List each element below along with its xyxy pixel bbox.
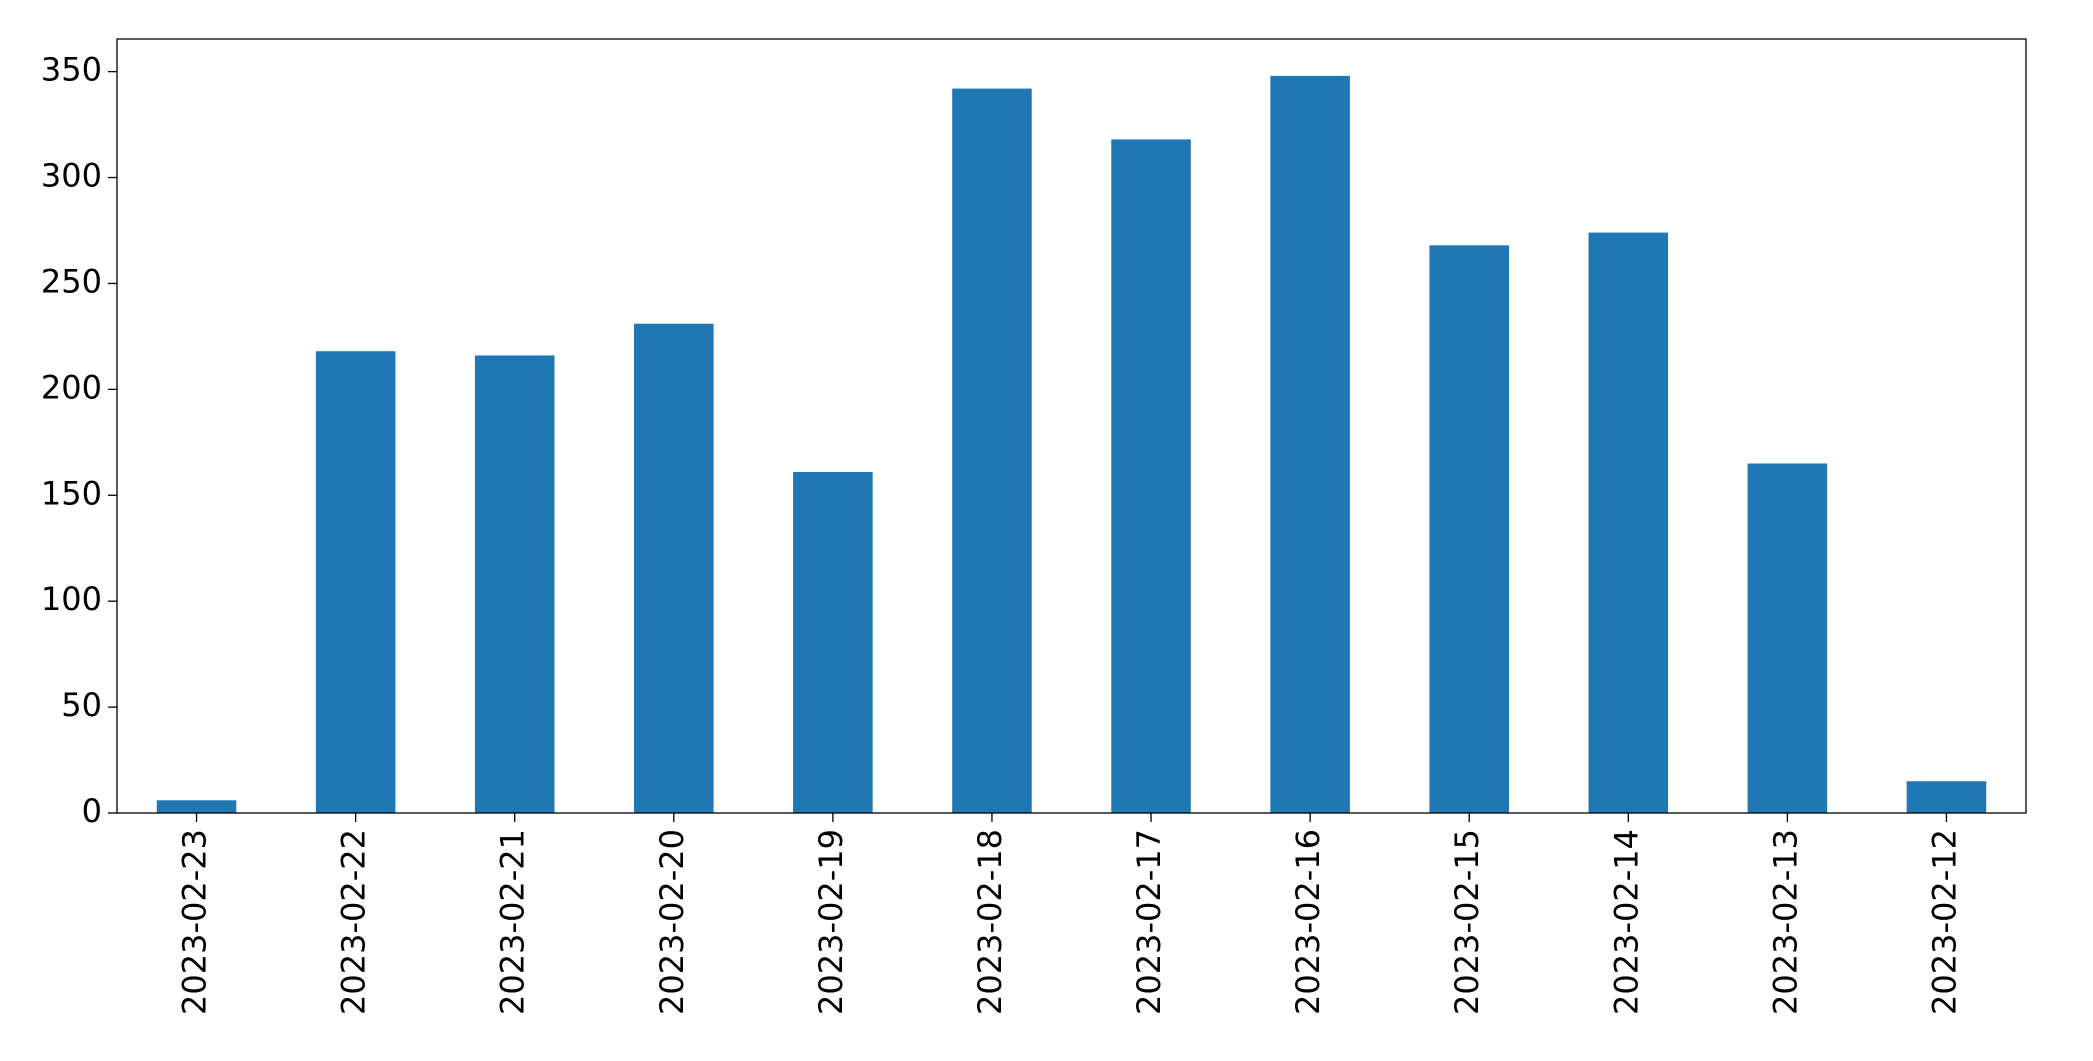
- y-tick-label: 100: [41, 580, 102, 618]
- bar: [634, 323, 714, 813]
- bar: [1429, 245, 1509, 813]
- bar: [1270, 75, 1350, 814]
- bar: [1747, 463, 1828, 813]
- x-tick-label: 2023-02-20: [653, 829, 691, 1015]
- x-tick-label: 2023-02-19: [812, 829, 850, 1015]
- x-tick-label: 2023-02-17: [1130, 829, 1168, 1015]
- y-tick-label: 200: [41, 368, 102, 406]
- bar: [474, 355, 555, 813]
- x-tick-label: 2023-02-12: [1925, 829, 1963, 1015]
- y-tick-label: 150: [41, 474, 102, 512]
- y-tick-label: 0: [82, 792, 102, 830]
- bar: [793, 471, 873, 813]
- axes-frame: [116, 38, 2027, 814]
- y-tick-label: 250: [41, 262, 102, 300]
- bar: [315, 351, 396, 813]
- bar: [1111, 139, 1191, 814]
- x-tick-label: 2023-02-21: [494, 829, 532, 1015]
- bar: [156, 800, 237, 813]
- x-tick-label: 2023-02-18: [971, 829, 1009, 1015]
- x-tick-label: 2023-02-15: [1448, 829, 1486, 1015]
- bar: [952, 88, 1032, 813]
- x-tick-label: 2023-02-16: [1289, 829, 1327, 1015]
- x-tick-label: 2023-02-13: [1766, 829, 1804, 1015]
- x-tick-label: 2023-02-22: [335, 829, 373, 1015]
- x-tick-label: 2023-02-14: [1607, 829, 1645, 1015]
- y-tick-label: 50: [61, 686, 102, 724]
- x-tick-label: 2023-02-23: [176, 829, 214, 1015]
- bar: [1588, 232, 1669, 814]
- y-tick-label: 300: [41, 157, 102, 195]
- bar: [1906, 781, 1987, 813]
- y-tick-label: 350: [41, 51, 102, 89]
